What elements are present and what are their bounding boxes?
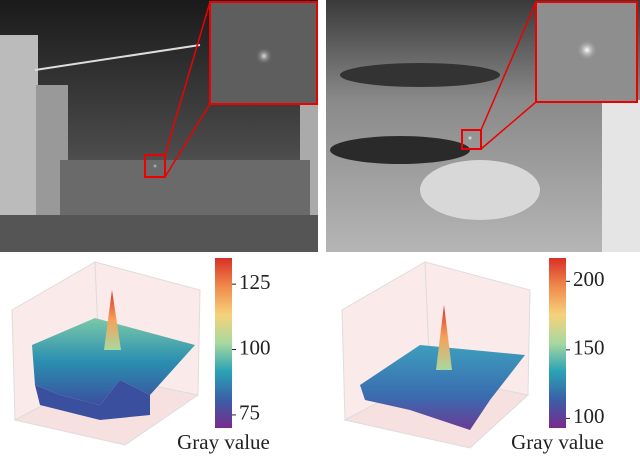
infrared-image-left <box>0 0 318 252</box>
colorbar-tick-label: 200 <box>573 267 605 291</box>
surface-plot-right <box>341 261 531 449</box>
colorbar-tick-label: 75 <box>239 401 260 425</box>
surface-plot-left <box>11 261 201 446</box>
colorbar-label: Gray value <box>511 430 604 454</box>
infrared-image-right <box>326 0 640 252</box>
colorbar <box>549 258 566 428</box>
colorbar-tick-label: 125 <box>239 270 271 294</box>
colorbar-label: Gray value <box>177 430 270 454</box>
colorbar-tick-label: 150 <box>573 336 605 360</box>
colorbar-tick-label: 100 <box>239 335 271 359</box>
colorbar-tick-label: 100 <box>573 404 605 428</box>
colorbar <box>215 258 232 428</box>
